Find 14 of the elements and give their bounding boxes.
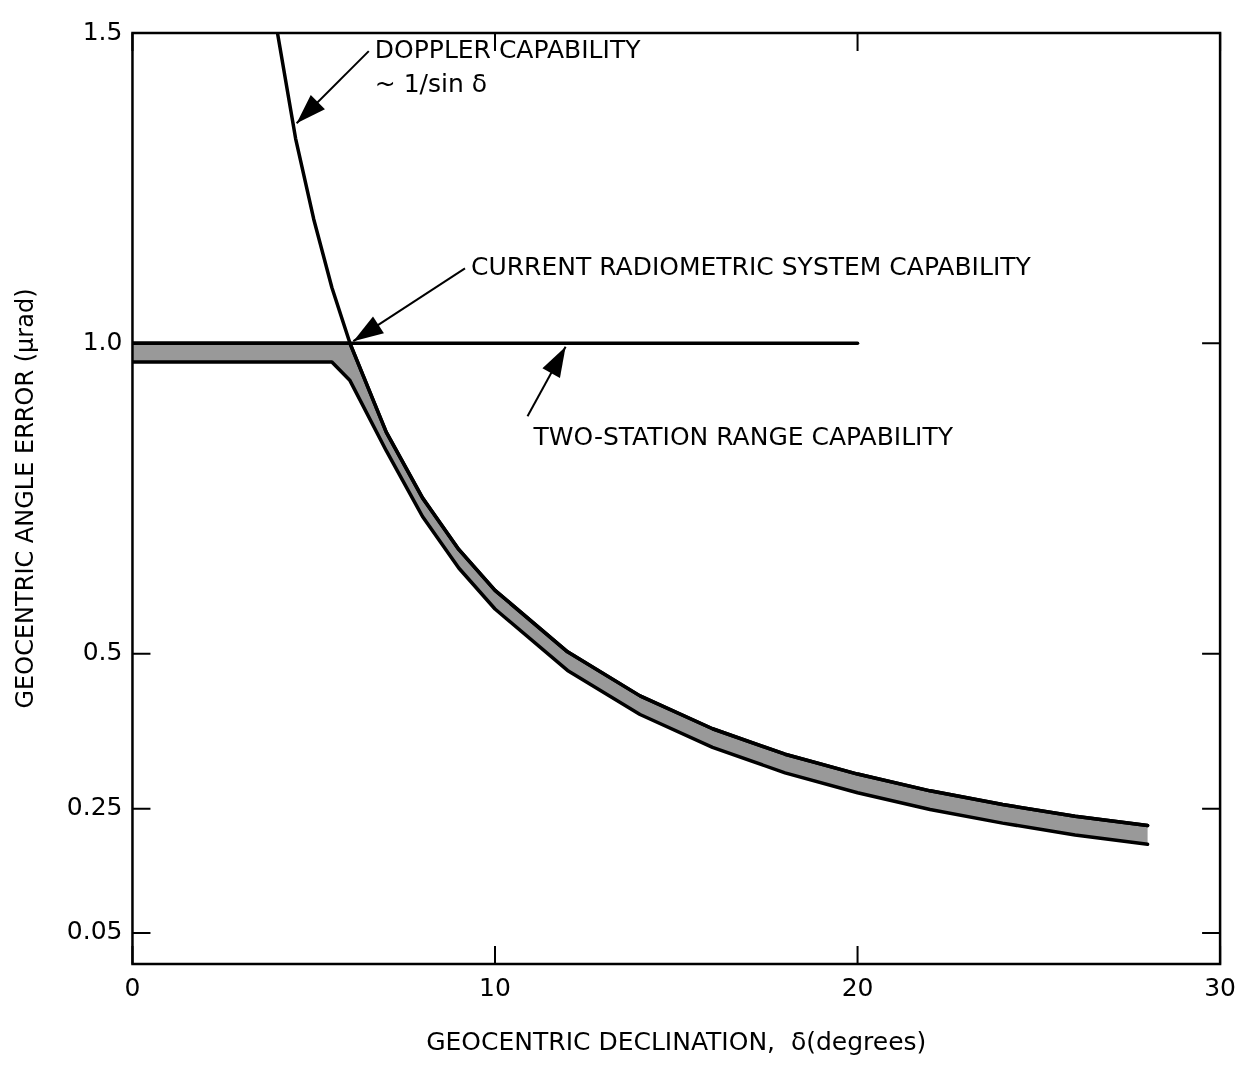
y-tick-label: 0.25 <box>66 792 123 822</box>
y-tick-label: 0.5 <box>82 637 123 667</box>
y-tick-label: 1.0 <box>82 326 123 356</box>
x-tick-label: 20 <box>841 972 874 1002</box>
annotation: CURRENT RADIOMETRIC SYSTEM CAPABILITY <box>470 251 1032 281</box>
y-tick-label: 0.05 <box>66 916 123 946</box>
y-tick-label: 1.5 <box>82 16 123 46</box>
x-tick-label: 0 <box>124 972 141 1002</box>
y-axis-title: GEOCENTRIC ANGLE ERROR (μrad) <box>10 288 39 709</box>
x-axis-title: GEOCENTRIC DECLINATION, δ(degrees) <box>426 1026 927 1056</box>
x-tick-label: 10 <box>479 972 511 1002</box>
annotation: DOPPLER CAPABILITY ~ 1/sin δ <box>374 34 642 98</box>
x-tick-label: 30 <box>1204 972 1236 1002</box>
annotation: TWO-STATION RANGE CAPABILITY <box>532 421 954 451</box>
